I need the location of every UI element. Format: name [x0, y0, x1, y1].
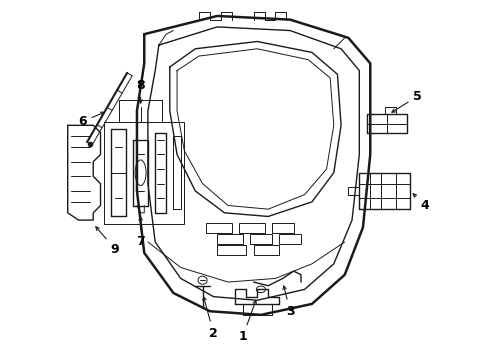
Bar — [271, 222, 293, 233]
Bar — [206, 222, 231, 233]
Bar — [239, 222, 264, 233]
Text: 8: 8 — [136, 79, 144, 103]
Text: 4: 4 — [412, 194, 428, 212]
Text: 6: 6 — [78, 112, 104, 128]
Bar — [249, 234, 271, 244]
Text: 1: 1 — [238, 301, 256, 343]
Bar — [253, 244, 279, 255]
Text: 5: 5 — [391, 90, 421, 112]
Bar — [279, 234, 301, 244]
Bar — [217, 244, 246, 255]
Text: 7: 7 — [136, 217, 145, 248]
Bar — [217, 234, 242, 244]
Text: 2: 2 — [203, 297, 218, 339]
Text: 9: 9 — [96, 227, 119, 256]
Text: 3: 3 — [283, 286, 294, 318]
